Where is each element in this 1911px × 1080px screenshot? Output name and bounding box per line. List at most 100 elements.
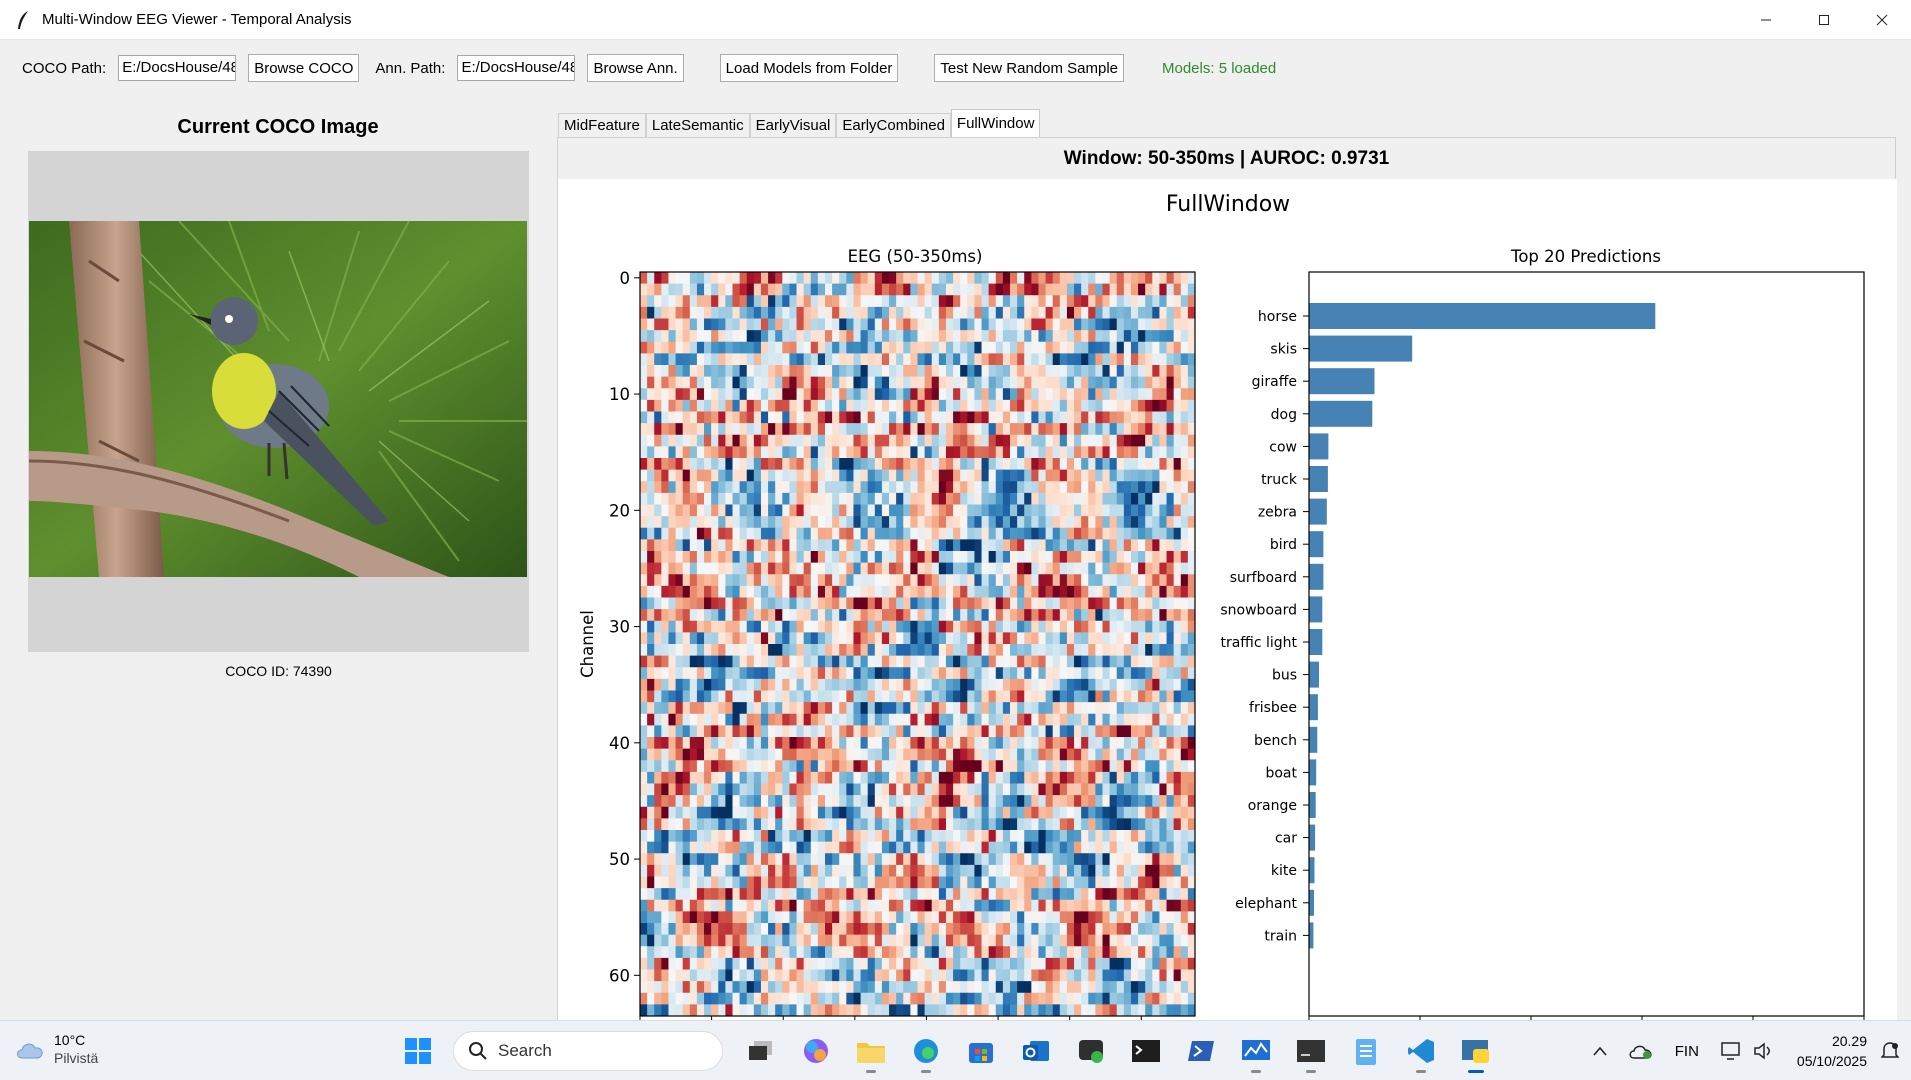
heatmap-cell — [1074, 574, 1082, 587]
heatmap-cell — [825, 771, 833, 785]
heatmap-cell — [696, 737, 705, 750]
heatmap-cell — [853, 644, 862, 657]
heatmap-cell — [661, 1004, 669, 1017]
tab-latesemantic[interactable]: LateSemantic — [645, 113, 750, 137]
heatmap-cell — [1002, 469, 1011, 482]
heatmap-cell — [896, 946, 904, 959]
heatmap-cell — [661, 667, 669, 680]
tab-earlyvisual[interactable]: EarlyVisual — [749, 113, 837, 137]
heatmap-cell — [725, 888, 733, 901]
heatmap-cell — [661, 388, 669, 401]
heatmap-cell — [1116, 527, 1125, 540]
heatmap-cell — [889, 888, 897, 901]
heatmap-cell — [1109, 469, 1118, 482]
heatmap-cell — [661, 446, 669, 459]
browse-ann-button[interactable]: Browse Ann. — [587, 54, 684, 82]
heatmap-cell — [825, 388, 833, 401]
heatmap-cell — [718, 388, 726, 401]
heatmap-cell — [1066, 272, 1075, 285]
heatmap-cell — [853, 923, 862, 936]
heatmap-cell — [967, 318, 975, 331]
tab-earlycombined[interactable]: EarlyCombined — [836, 113, 951, 137]
heatmap-cell — [960, 1004, 968, 1017]
heatmap-cell — [803, 597, 812, 610]
heatmap-cell — [860, 911, 869, 924]
heatmap-cell — [988, 632, 997, 645]
heatmap-cell — [924, 725, 933, 738]
heatmap-cell — [1123, 399, 1132, 413]
heatmap-cell — [1123, 725, 1132, 738]
heatmap-cell — [846, 876, 854, 889]
tab-midfeature[interactable]: MidFeature — [558, 113, 646, 137]
heatmap-cell — [1102, 934, 1111, 947]
heatmap-cell — [889, 330, 897, 343]
heatmap-cell — [832, 853, 840, 866]
heatmap-cell — [675, 341, 684, 354]
heatmap-cell — [803, 341, 812, 354]
heatmap-cell — [889, 992, 897, 1005]
heatmap-cell — [1152, 376, 1160, 389]
heatmap-cell — [696, 574, 705, 587]
heatmap-cell — [796, 283, 805, 296]
heatmap-cell — [775, 644, 783, 657]
heatmap-cell — [1138, 888, 1146, 901]
heatmap-cell — [654, 923, 662, 936]
browse-coco-button[interactable]: Browse COCO — [248, 54, 360, 82]
heatmap-cell — [1024, 783, 1032, 796]
heatmap-cell — [988, 306, 997, 320]
heatmap-cell — [640, 481, 648, 494]
heatmap-cell — [1088, 341, 1096, 354]
heatmap-cell — [881, 562, 890, 575]
load-models-button[interactable]: Load Models from Folder — [719, 54, 899, 82]
maximize-icon — [1819, 15, 1829, 25]
minimize-button[interactable] — [1737, 0, 1795, 40]
heatmap-cell — [1187, 539, 1196, 552]
heatmap-cell — [753, 399, 762, 413]
heatmap-cell — [1038, 678, 1047, 692]
tab-fullwindow[interactable]: FullWindow — [950, 109, 1041, 137]
heatmap-cell — [1017, 841, 1025, 854]
heatmap-cell — [810, 667, 819, 680]
heatmap-cell — [803, 527, 812, 540]
heatmap-cell — [1088, 399, 1096, 413]
heatmap-cell — [1123, 934, 1132, 947]
heatmap-cell — [1002, 969, 1011, 982]
heatmap-cell — [1095, 737, 1103, 750]
heatmap-cell — [1081, 644, 1089, 657]
heatmap-cell — [832, 469, 840, 482]
heatmap-cell — [853, 341, 862, 354]
heatmap-cell — [938, 551, 947, 564]
heatmap-cell — [967, 551, 975, 564]
heatmap-cell — [839, 341, 847, 354]
heatmap-cell — [739, 574, 748, 587]
heatmap-cell — [881, 795, 890, 808]
coco-path-input[interactable]: E:/DocsHouse/48 — [118, 55, 237, 81]
heatmap-cell — [1038, 876, 1047, 889]
heatmap-cell — [1187, 388, 1196, 401]
heatmap-cell — [640, 330, 648, 343]
close-button[interactable] — [1853, 0, 1911, 40]
heatmap-cell — [931, 399, 940, 413]
heatmap-cell — [938, 795, 947, 808]
heatmap-cell — [1017, 574, 1025, 587]
heatmap-cell — [1102, 341, 1111, 354]
heatmap-cell — [938, 283, 947, 296]
heatmap-cell — [746, 1004, 755, 1017]
heatmap-cell — [789, 864, 798, 878]
heatmap-cell — [661, 957, 669, 971]
heatmap-cell — [1166, 388, 1175, 401]
maximize-button[interactable] — [1795, 0, 1853, 40]
heatmap-cell — [1074, 353, 1082, 366]
heatmap-cell — [1102, 818, 1111, 831]
ann-path-input[interactable]: E:/DocsHouse/48 — [457, 55, 576, 81]
heatmap-cell — [782, 737, 790, 750]
test-sample-button[interactable]: Test New Random Sample — [934, 54, 1124, 82]
heatmap-cell — [1159, 702, 1168, 715]
heatmap-cell — [1173, 957, 1182, 971]
heatmap-cell — [825, 830, 833, 843]
heatmap-cell — [668, 295, 677, 308]
heatmap-cell — [903, 469, 911, 482]
heatmap-cell — [1095, 702, 1103, 715]
heatmap-cell — [704, 365, 712, 378]
heatmap-cell — [817, 539, 826, 552]
